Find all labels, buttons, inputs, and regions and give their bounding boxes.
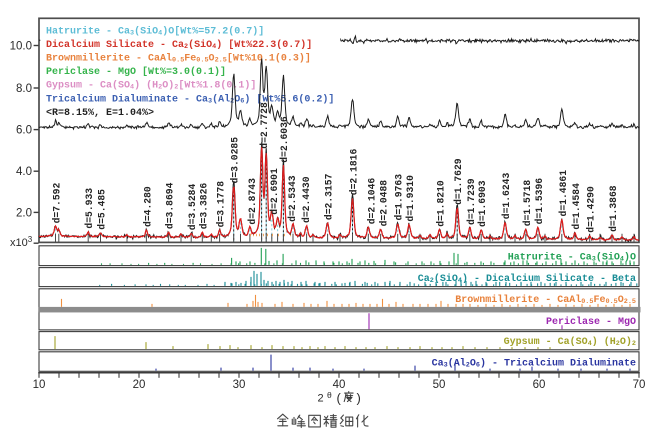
svg-text:d=4.280: d=4.280 [142, 186, 153, 227]
svg-text:<R=8.15%, E=1.04%>: <R=8.15%, E=1.04%> [46, 108, 154, 119]
svg-text:d=1.9310: d=1.9310 [405, 175, 416, 222]
svg-text:d=2.8743: d=2.8743 [247, 178, 258, 225]
svg-text:10.0: 10.0 [10, 41, 32, 53]
svg-text:8.0: 8.0 [16, 83, 32, 95]
svg-text:Gypsum - Ca(SO4) (H2O)2[Wt%1.8: Gypsum - Ca(SO4) (H2O)2[Wt%1.8(0.1)] [46, 80, 256, 92]
svg-text:d=1.6243: d=1.6243 [501, 173, 512, 220]
svg-text:Brownmillerite - CaAl0.5Fe0.5O: Brownmillerite - CaAl0.5Fe0.5O2.5[Wt%10.… [46, 53, 311, 65]
svg-text:Tricalcium Dialuminate - Ca3(A: Tricalcium Dialuminate - Ca3(Al2O6) [Wt%… [46, 93, 334, 105]
svg-text:4.0: 4.0 [16, 166, 32, 178]
svg-text:30: 30 [233, 379, 246, 391]
svg-text:d=2.6901: d=2.6901 [269, 168, 280, 215]
svg-text:d=1.4861: d=1.4861 [558, 170, 569, 217]
svg-text:Hatrurite - Ca3(SiO4)O: Hatrurite - Ca3(SiO4)O [508, 252, 636, 264]
svg-text:60: 60 [533, 379, 546, 391]
svg-text:2.0: 2.0 [16, 207, 32, 219]
svg-text:d=1.6903: d=1.6903 [477, 180, 488, 227]
svg-text:Dicalcium Silicate - Ca2(SiO4): Dicalcium Silicate - Ca2(SiO4) [Wt%22.3(… [46, 39, 312, 51]
svg-text:d=2.3157: d=2.3157 [324, 173, 335, 220]
svg-text:d=5.933: d=5.933 [84, 188, 95, 229]
svg-text:): ) [357, 391, 361, 406]
svg-text:d=3.8694: d=3.8694 [165, 182, 176, 229]
svg-text:Periclase - MgO [Wt%=3.0(0.1)]: Periclase - MgO [Wt%=3.0(0.1)] [46, 66, 226, 78]
svg-text:d=1.5718: d=1.5718 [522, 180, 533, 227]
svg-text:70: 70 [633, 379, 646, 391]
svg-text:d=3.0285: d=3.0285 [230, 137, 241, 184]
svg-text:d=2.7728: d=2.7728 [259, 102, 270, 149]
svg-text:d=2.1816: d=2.1816 [349, 149, 360, 196]
svg-text:d=1.5396: d=1.5396 [534, 178, 545, 225]
svg-text:20: 20 [133, 379, 146, 391]
svg-text:d=1.4290: d=1.4290 [586, 186, 597, 233]
svg-text:Gypsum - Ca(SO4) (H2O)2: Gypsum - Ca(SO4) (H2O)2 [504, 336, 636, 348]
svg-text:d=2.6036: d=2.6036 [279, 116, 290, 163]
svg-text:d=7.592: d=7.592 [52, 183, 63, 224]
svg-text:6.0: 6.0 [16, 125, 32, 137]
svg-text:d=1.9763: d=1.9763 [394, 174, 405, 221]
svg-text:d=1.7629: d=1.7629 [453, 158, 464, 205]
svg-text:Ca2(SiO4) - Dicalcium Silicate: Ca2(SiO4) - Dicalcium Silicate - Beta [418, 273, 636, 285]
svg-text:d=3.3826: d=3.3826 [198, 183, 209, 230]
svg-text:Periclase - MgO: Periclase - MgO [546, 316, 636, 328]
svg-text:d=1.4584: d=1.4584 [571, 183, 582, 230]
svg-text:40: 40 [333, 379, 346, 391]
svg-text:d=2.5343: d=2.5343 [287, 175, 298, 222]
svg-text:x103: x103 [10, 235, 33, 249]
svg-text:d=1.8210: d=1.8210 [436, 180, 447, 227]
svg-text:d=3.1778: d=3.1778 [216, 181, 227, 228]
svg-text:50: 50 [433, 379, 446, 391]
svg-text:θ: θ [327, 390, 332, 400]
svg-text:d=1.7239: d=1.7239 [466, 178, 477, 225]
svg-text:d=2.0488: d=2.0488 [379, 180, 390, 227]
svg-text:2: 2 [318, 393, 324, 405]
svg-text:d=2.4430: d=2.4430 [301, 176, 312, 223]
svg-text:Hatrurite - Ca3(SiO4)O[Wt%=57.: Hatrurite - Ca3(SiO4)O[Wt%=57.2(0.7)] [46, 25, 264, 37]
svg-text:10: 10 [33, 379, 46, 391]
svg-text:d=2.1046: d=2.1046 [366, 178, 377, 225]
svg-text:(: ( [337, 391, 342, 406]
svg-text:d=1.3868: d=1.3868 [608, 185, 619, 232]
svg-text:d=3.5284: d=3.5284 [187, 184, 198, 231]
svg-text:Ca3(Al2O6) - Tricalcium Dialum: Ca3(Al2O6) - Tricalcium Dialuminate [432, 358, 636, 370]
svg-text:d=5.485: d=5.485 [97, 189, 108, 230]
